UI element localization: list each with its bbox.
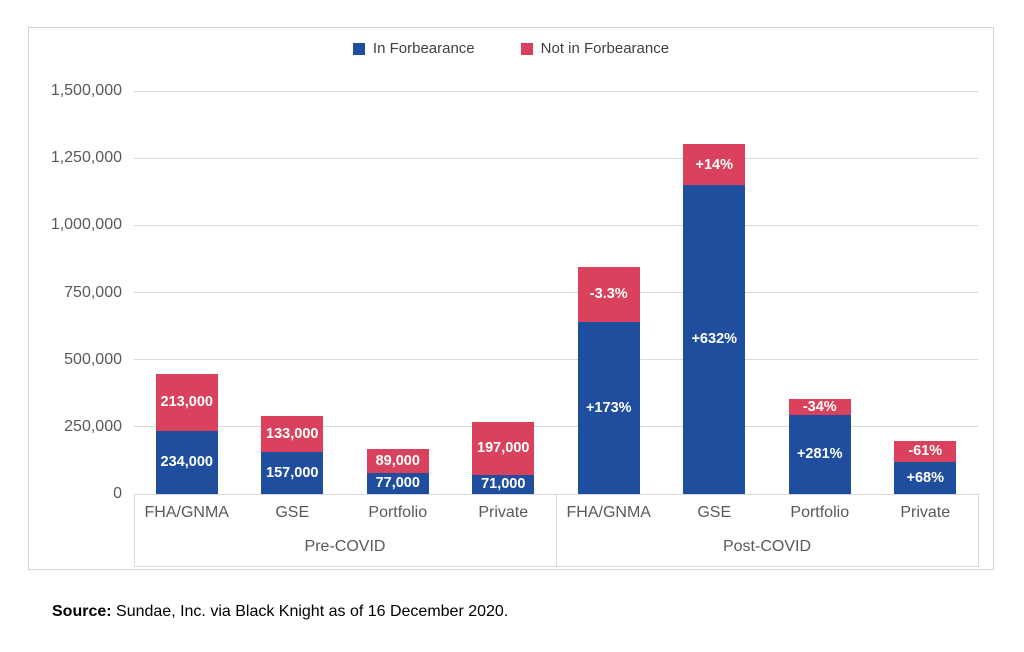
bar-data-label: 213,000: [160, 394, 213, 411]
y-axis-tick-label: 750,000: [64, 283, 122, 301]
bar-segment-not-in-forbearance: +14%: [683, 144, 746, 186]
group-label: Pre-COVID: [304, 538, 386, 555]
bar-data-label: -61%: [908, 443, 943, 460]
source-text: Sundae, Inc. via Black Knight as of 16 D…: [111, 603, 509, 620]
gridline: [134, 426, 978, 428]
category-label: FHA/GNMA: [566, 504, 651, 521]
plot-area: 0 250,000 500,000 750,000 1,000,000 1,250,000…: [29, 28, 993, 569]
bar-segment-in-forbearance: 234,000: [155, 431, 218, 494]
legend-swatch-not-in-forbearance-icon: [520, 42, 533, 55]
bar-data-label: +632%: [691, 331, 738, 348]
category-label: FHA/GNMA: [144, 504, 229, 521]
bar-segment-not-in-forbearance: 89,000: [366, 449, 429, 474]
chart-legend: In Forbearance Not in Forbearance: [29, 40, 993, 57]
bar-data-label: +281%: [796, 446, 843, 463]
y-axis-tick-label: 500,000: [64, 350, 122, 368]
axis-box-left-border: [134, 494, 135, 566]
chart-frame: In Forbearance Not in Forbearance 0 250,0…: [28, 27, 994, 570]
bar-segment-not-in-forbearance: -34%: [788, 399, 851, 416]
category-label: Private: [900, 504, 951, 521]
gridline: [134, 157, 978, 159]
category-label: GSE: [275, 504, 310, 521]
bar-segment-in-forbearance: 77,000: [366, 473, 429, 494]
axis-box-right-border: [978, 494, 979, 566]
bar-segment-not-in-forbearance: -61%: [894, 441, 957, 462]
bar-data-label: +173%: [585, 399, 632, 416]
bar-data-label: 77,000: [375, 475, 420, 492]
bar-data-label: 157,000: [266, 464, 319, 481]
axis-box-bottom-border: [134, 566, 979, 567]
y-axis-tick-label: 1,000,000: [50, 216, 122, 234]
bar-segment-not-in-forbearance: -3.3%: [577, 266, 640, 323]
bar-segment-not-in-forbearance: 197,000: [472, 421, 535, 475]
gridline: [134, 90, 978, 92]
bar-segment-in-forbearance: 71,000: [472, 474, 535, 494]
legend-label-in-forbearance: In Forbearance: [372, 40, 475, 57]
y-axis-tick-label: 1,250,000: [50, 149, 122, 167]
gridline: [134, 359, 978, 361]
category-label: Portfolio: [790, 504, 850, 521]
bar-data-label: 89,000: [375, 453, 420, 470]
y-axis-tick-label: 250,000: [64, 417, 122, 435]
bar-segment-in-forbearance: +68%: [894, 462, 957, 494]
bar-data-label: -34%: [802, 399, 837, 416]
gridline: [134, 292, 978, 293]
category-label: Private: [478, 504, 529, 521]
y-axis-tick-label: 1,500,000: [50, 82, 122, 99]
gridline: [134, 224, 978, 226]
legend-swatch-in-forbearance-icon: [352, 42, 365, 55]
legend-item-not-in-forbearance: Not in Forbearance: [520, 40, 670, 57]
bar-data-label: -3.3%: [589, 286, 628, 303]
y-axis-tick-label: 0: [113, 485, 122, 502]
bar-data-label: 234,000: [160, 454, 213, 471]
bar-segment-in-forbearance: +173%: [577, 322, 640, 494]
bar-data-label: 133,000: [266, 425, 319, 442]
bar-data-label: 71,000: [481, 476, 526, 493]
source-prefix: Source:: [52, 603, 112, 620]
source-note: Source: Sundae, Inc. via Black Knight as…: [52, 603, 508, 621]
bar-segment-in-forbearance: +632%: [683, 185, 746, 494]
bar-segment-in-forbearance: +281%: [788, 415, 851, 494]
bar-data-label: +14%: [695, 156, 734, 173]
bar-data-label: +68%: [906, 469, 945, 486]
bar-segment-not-in-forbearance: 213,000: [155, 373, 218, 432]
bar-segment-in-forbearance: 157,000: [261, 451, 324, 494]
bar-segment-not-in-forbearance: 133,000: [261, 416, 324, 452]
legend-item-in-forbearance: In Forbearance: [352, 40, 475, 57]
axis-box-group-divider: [556, 494, 557, 566]
bar-data-label: 197,000: [477, 440, 530, 457]
group-label: Post-COVID: [722, 538, 811, 555]
legend-label-not-in-forbearance: Not in Forbearance: [540, 40, 670, 57]
category-label: GSE: [697, 504, 732, 521]
category-label: Portfolio: [368, 504, 428, 521]
